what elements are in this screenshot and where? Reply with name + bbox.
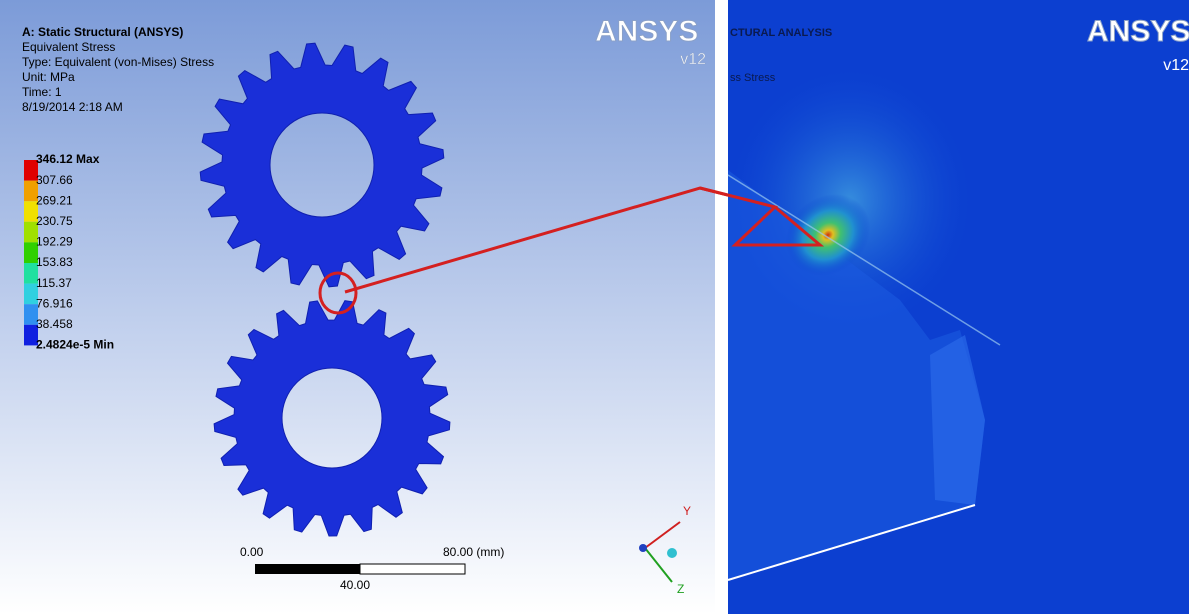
header-line: A: Static Structural (ANSYS) <box>22 25 183 39</box>
legend-label: 153.83 <box>36 255 73 269</box>
legend-label: 269.21 <box>36 193 73 207</box>
header-line: Type: Equivalent (von-Mises) Stress <box>22 55 214 69</box>
logo-version: v12 <box>680 51 706 68</box>
right-header-2: ss Stress <box>730 72 776 84</box>
screenshot: A: Static Structural (ANSYS)Equivalent S… <box>0 0 1189 614</box>
legend-label: 346.12 Max <box>36 152 100 166</box>
legend-label: 192.29 <box>36 235 73 249</box>
legend-label: 2.4824e-5 Min <box>36 338 114 352</box>
header-line: 8/19/2014 2:18 AM <box>22 100 123 114</box>
right-header-1: CTURAL ANALYSIS <box>730 27 832 39</box>
page: A: Static Structural (ANSYS)Equivalent S… <box>0 0 1189 614</box>
scale-start: 0.00 <box>240 545 264 559</box>
legend-label: 38.458 <box>36 317 73 331</box>
legend-label: 230.75 <box>36 214 73 228</box>
scale-end: 80.00 (mm) <box>443 545 504 559</box>
scale-bar-white <box>360 564 465 574</box>
triad-y-label: Y <box>683 504 691 518</box>
legend-label: 307.66 <box>36 173 73 187</box>
scale-bar-black <box>255 564 360 574</box>
header-line: Time: 1 <box>22 85 62 99</box>
header-line: Unit: MPa <box>22 70 75 84</box>
legend-label: 76.916 <box>36 296 73 310</box>
triad-z-label: Z <box>677 582 684 596</box>
triad-ball <box>667 548 677 558</box>
logo: ANSYS <box>595 15 698 48</box>
header-line: Equivalent Stress <box>22 40 115 54</box>
legend-label: 115.37 <box>36 276 72 290</box>
right-logo-version: v12 <box>1163 57 1189 74</box>
right-logo: ANSYS <box>1087 15 1189 48</box>
triad-origin <box>639 544 647 552</box>
scale-middle: 40.00 <box>340 578 370 592</box>
